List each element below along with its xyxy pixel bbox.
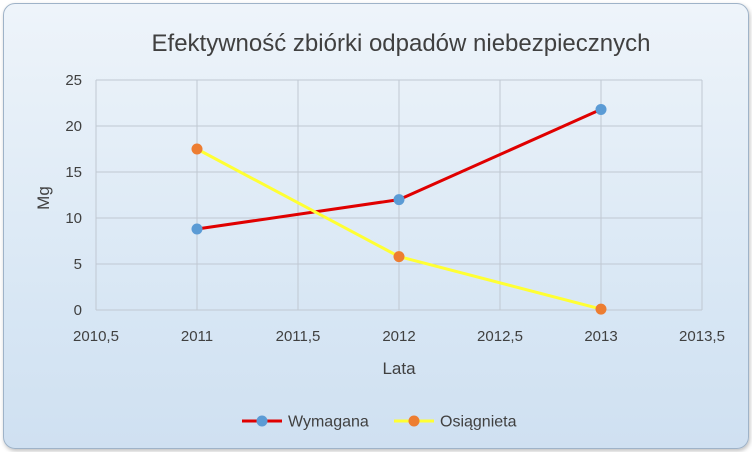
data-point-1 bbox=[595, 103, 607, 115]
x-tick-label: 2011 bbox=[181, 328, 213, 345]
legend: Wymagana Osiągnieta bbox=[242, 414, 517, 431]
x-tick-label: 2012,5 bbox=[477, 328, 523, 345]
legend-marker-2 bbox=[408, 415, 420, 427]
x-tick-label: 2011,5 bbox=[276, 328, 321, 345]
grid-layer bbox=[95, 79, 703, 311]
y-tick-label: 0 bbox=[74, 302, 82, 319]
x-tick-label: 2012 bbox=[382, 328, 415, 345]
x-tick-label: 2013,5 bbox=[679, 328, 725, 345]
chart-frame: Efektywność zbiórki odpadów niebezpieczn… bbox=[3, 3, 749, 449]
x-axis-title: Lata bbox=[382, 359, 416, 378]
y-tick-label: 10 bbox=[65, 210, 82, 227]
x-tick-label: 2013 bbox=[584, 328, 617, 345]
legend-label-1: Wymagana bbox=[288, 414, 369, 431]
data-point-2 bbox=[595, 303, 607, 315]
y-tick-label: 5 bbox=[74, 256, 82, 273]
axis-layer: 0 5 10 15 20 25 2010,5 2011 2011,5 2012 2012,5 2013… bbox=[65, 72, 725, 345]
legend-marker-1 bbox=[256, 415, 268, 427]
y-axis-title: Mg bbox=[34, 186, 53, 210]
y-tick-label: 25 bbox=[65, 72, 82, 89]
data-point-1 bbox=[393, 194, 405, 206]
chart-svg: Efektywność zbiórki odpadów niebezpieczn… bbox=[34, 30, 725, 431]
series-layer bbox=[191, 103, 607, 315]
data-point-2 bbox=[393, 251, 405, 263]
x-tick-label: 2010,5 bbox=[73, 328, 119, 345]
y-tick-label: 20 bbox=[65, 118, 82, 135]
legend-label-2: Osiągnieta bbox=[440, 414, 517, 431]
chart-title: Efektywność zbiórki odpadów niebezpieczn… bbox=[152, 30, 651, 57]
y-tick-label: 15 bbox=[65, 164, 82, 181]
data-point-1 bbox=[191, 223, 203, 235]
data-point-2 bbox=[191, 143, 203, 155]
